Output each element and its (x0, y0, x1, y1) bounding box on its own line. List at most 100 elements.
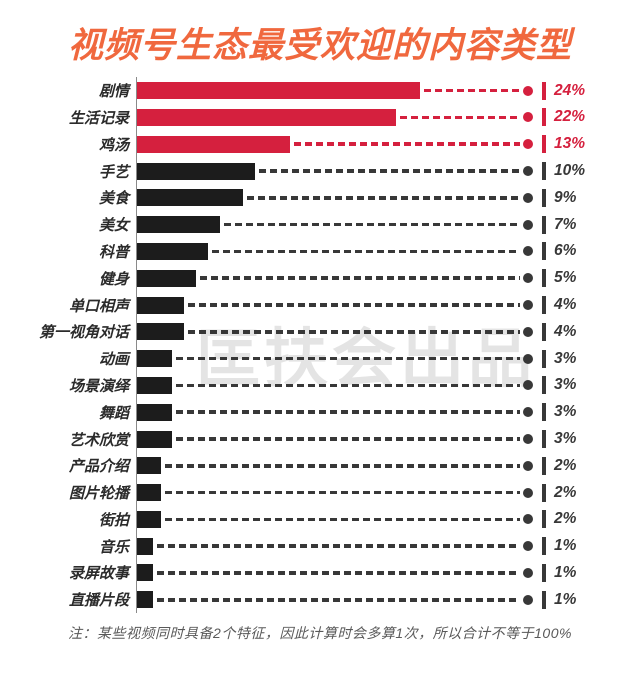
bar-track (136, 452, 533, 480)
bar-row: 生活记录 22% (8, 104, 640, 131)
leader-dash-line (164, 464, 520, 468)
bar-row: 舞蹈 3% (8, 398, 640, 426)
bar (137, 537, 153, 555)
bar-row: 美女 7% (8, 211, 640, 239)
leader-end-dot (523, 460, 533, 471)
value-label: 4% (554, 296, 577, 314)
bar (137, 564, 153, 582)
value-tick (542, 376, 546, 395)
category-label: 手艺 (98, 163, 129, 181)
leader-end-dot (523, 300, 533, 311)
leader-dash-line (164, 490, 520, 495)
bar-row: 街拍 2% (8, 506, 640, 533)
leader-dash-line (188, 330, 520, 334)
category-label: 科普 (98, 243, 129, 261)
leader-end-dot (523, 273, 533, 284)
bar (137, 484, 161, 502)
footnote: 注：某些视频同时具备2个特征，因此计算时会多算1次，所以合计不等于100% (68, 625, 572, 642)
value-tick (542, 242, 546, 261)
bar (137, 510, 161, 528)
category-label: 产品介绍 (68, 458, 129, 476)
bar-row: 直播片段 1% (8, 586, 640, 614)
leader-end-dot (523, 353, 533, 364)
bar-track (136, 184, 533, 212)
category-label: 生活记录 (68, 109, 129, 127)
leader-end-dot (523, 246, 533, 257)
category-label: 舞蹈 (98, 404, 129, 422)
chart-title: 视频号生态最受欢迎的内容类型 (67, 26, 572, 65)
value-label: 3% (554, 403, 577, 421)
value-tick (542, 483, 546, 502)
value-label: 22% (554, 108, 586, 126)
bar (137, 82, 420, 100)
category-label: 场景演绎 (68, 377, 129, 395)
bar-row: 单口相声 4% (8, 291, 640, 319)
value-label: 3% (554, 376, 577, 394)
bar (137, 350, 173, 368)
category-label: 动画 (98, 351, 129, 369)
bar (137, 430, 173, 448)
value-tick (542, 296, 546, 315)
value-label: 2% (554, 510, 577, 528)
bar-row: 健身 5% (8, 264, 640, 292)
leader-end-dot (523, 434, 533, 444)
bar-row: 科普 6% (8, 238, 640, 265)
bar-row: 音乐 1% (8, 532, 640, 560)
category-label: 音乐 (98, 538, 129, 556)
bar (137, 323, 185, 341)
bar-row: 录屏故事 1% (8, 559, 640, 587)
bar-row: 产品介绍 2% (8, 452, 640, 480)
category-label: 艺术欣赏 (68, 431, 129, 449)
category-label: 录屏故事 (68, 565, 129, 583)
value-tick (542, 322, 546, 341)
bar-chart: 剧情 24% 生活记录 22% 鸡汤 13% 手艺 10% 美食 9% 美女 7% 科普 6% 健身 5% 单口… (0, 77, 640, 614)
value-label: 4% (554, 322, 577, 340)
leader-end-dot (523, 219, 533, 230)
bar-row: 鸡汤 13% (8, 130, 640, 158)
bar (137, 189, 244, 207)
leader-end-dot (523, 139, 533, 150)
bar (137, 296, 185, 314)
bar (137, 376, 173, 394)
value-tick (542, 269, 546, 288)
leader-dash-line (176, 410, 520, 414)
bar-track (136, 479, 533, 506)
value-label: 1% (554, 563, 577, 581)
category-label: 健身 (98, 270, 129, 288)
bar-track (136, 345, 533, 373)
leader-end-dot (523, 192, 533, 203)
bar (137, 135, 291, 153)
value-tick (542, 537, 546, 556)
bar-track (136, 586, 533, 614)
value-label: 3% (554, 349, 577, 367)
bar-row: 美食 9% (8, 184, 640, 212)
bar-row: 第一视角对话 4% (8, 318, 640, 346)
value-label: 5% (554, 269, 577, 287)
leader-dash-line (176, 437, 520, 441)
bar (137, 269, 196, 287)
value-label: 3% (554, 430, 577, 447)
bar-track (136, 506, 533, 533)
leader-end-dot (523, 594, 533, 605)
category-label: 第一视角对话 (38, 324, 129, 342)
bar (137, 242, 208, 260)
leader-end-dot (523, 166, 533, 177)
leader-dash-line (199, 276, 520, 280)
bar (137, 403, 173, 421)
value-tick (542, 349, 546, 368)
leader-dash-line (157, 544, 520, 548)
category-label: 美女 (98, 217, 129, 235)
value-tick (542, 563, 546, 582)
bar-track (136, 398, 533, 426)
leader-end-dot (523, 514, 533, 525)
leader-end-dot (523, 407, 533, 418)
bar-row: 图片轮播 2% (8, 479, 640, 506)
bar-row: 动画 3% (8, 345, 640, 373)
value-label: 7% (554, 215, 577, 233)
leader-dash-line (424, 88, 520, 93)
bar-track (136, 264, 533, 292)
value-tick (542, 456, 546, 475)
value-tick (542, 215, 546, 234)
leader-dash-line (247, 196, 520, 200)
